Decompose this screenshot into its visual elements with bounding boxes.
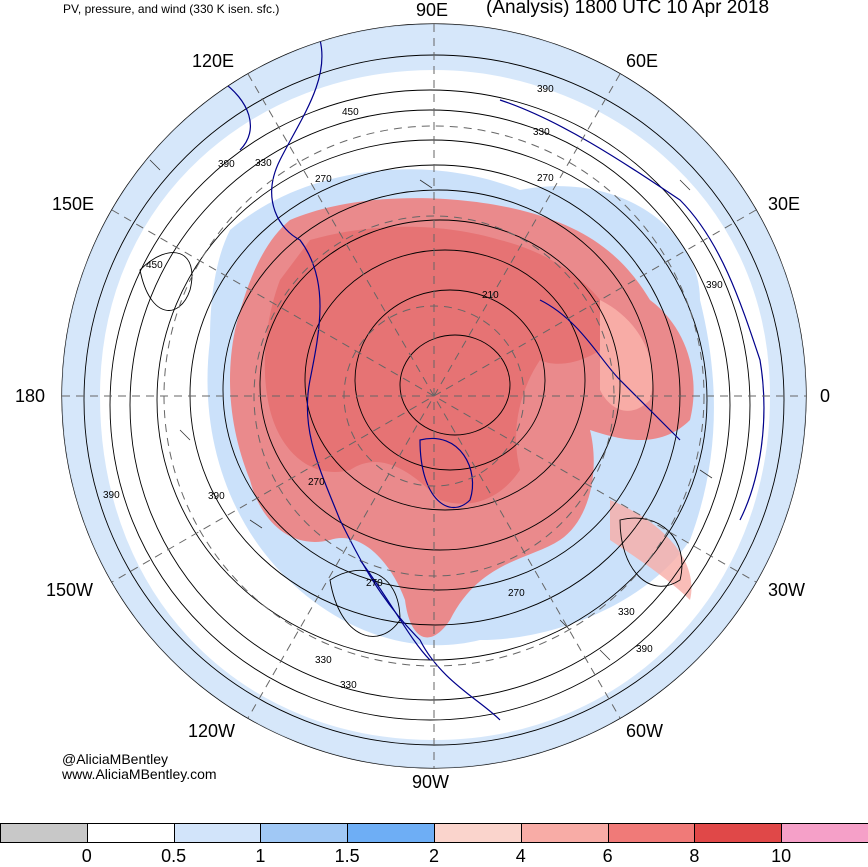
longitude-label-90e: 90E	[416, 0, 449, 20]
chart-title-left: PV, pressure, and wind (330 K isen. sfc.…	[63, 2, 280, 16]
colorbar-cell	[434, 823, 522, 843]
chart-title-right: (Analysis) 1800 UTC 10 Apr 2018	[486, 0, 770, 18]
contour-label: 450	[146, 260, 163, 271]
credit-website: www.AliciaMBentley.com	[62, 766, 217, 782]
colorbar-tick-label: 10	[771, 846, 792, 866]
longitude-label-60w: 60W	[626, 721, 664, 741]
colorbar-tick-label: 6	[602, 846, 613, 866]
wind-barbs	[149, 159, 713, 661]
longitude-label-120w: 120W	[188, 721, 236, 741]
contour-label: 330	[340, 680, 357, 691]
colorbar-cell	[520, 823, 609, 843]
longitude-label-90w: 90W	[412, 772, 450, 792]
contour-label: 270	[308, 477, 325, 488]
pv-high-region	[230, 198, 694, 638]
contour-label: 450	[342, 107, 359, 118]
longitude-label-120e: 120E	[192, 51, 235, 71]
colorbar-tick-label: 1.5	[334, 846, 360, 866]
colorbar-tick-label: 4	[515, 846, 526, 866]
colorbar-tick-label: 0.5	[161, 846, 187, 866]
map-field	[62, 24, 806, 768]
contour-label: 390	[706, 280, 723, 291]
contour-label: 270	[315, 174, 332, 185]
polar-map: 390 450 330 390 330 270 270 390 450 210 …	[61, 23, 807, 769]
meridian-gridlines	[62, 24, 806, 768]
contour-label: 210	[482, 290, 499, 301]
contour-label: 330	[315, 655, 332, 666]
coastlines	[219, 39, 765, 721]
contour-label: 390	[636, 644, 653, 655]
contour-label: 330	[618, 607, 635, 618]
contour-labels: 390 450 330 390 330 270 270 390 450 210 …	[103, 84, 723, 691]
longitude-label-150e: 150E	[52, 194, 95, 214]
colorbar-cell	[347, 823, 435, 843]
colorbar-tick-label: 1	[255, 846, 266, 866]
longitude-label-30e: 30E	[768, 194, 801, 214]
contour-label: 330	[255, 158, 272, 169]
contour-label: 390	[208, 491, 225, 502]
longitude-label-150w: 150W	[46, 580, 94, 600]
colorbar-cell	[607, 823, 696, 843]
colorbar-tick-label: 0	[81, 846, 92, 866]
colorbar-cell	[781, 823, 868, 843]
colorbar-tick-label: 2	[428, 846, 440, 866]
contour-label: 330	[533, 127, 550, 138]
longitude-label-0: 0	[820, 386, 831, 406]
contour-label: 390	[103, 490, 120, 501]
longitude-label-30w: 30W	[768, 580, 806, 600]
credit-handle: @AliciaMBentley	[62, 751, 169, 767]
longitude-label-60e: 60E	[626, 51, 659, 71]
colorbar-cell	[0, 823, 88, 843]
colorbar-cell	[86, 823, 175, 843]
colorbar-tick-label: 8	[689, 846, 700, 866]
contour-label: 270	[366, 578, 383, 589]
contour-label: 390	[537, 84, 554, 95]
colorbar-cell	[260, 823, 349, 843]
longitude-label-180: 180	[15, 386, 46, 406]
colorbar-cell	[173, 823, 262, 843]
contour-label: 390	[218, 159, 235, 170]
colorbar	[0, 823, 868, 845]
contour-label: 270	[537, 173, 554, 184]
contour-label: 270	[508, 588, 525, 599]
colorbar-cell	[694, 823, 783, 843]
